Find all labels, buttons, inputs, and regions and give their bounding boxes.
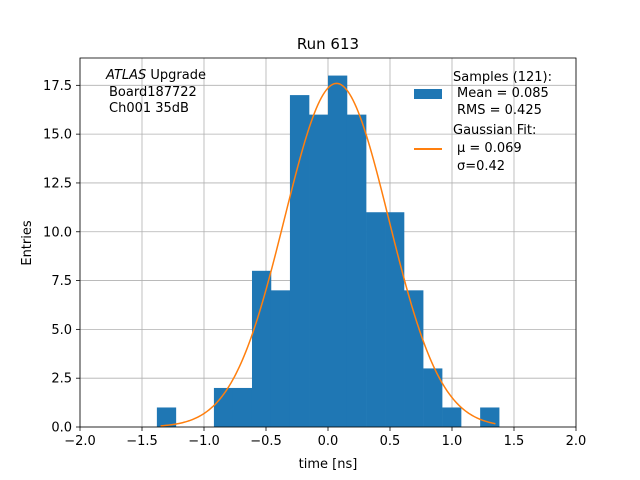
histogram-bar bbox=[251, 270, 272, 427]
legend-fit-mu: μ = 0.069 bbox=[457, 141, 522, 156]
upgrade-label: Upgrade bbox=[146, 68, 206, 83]
x-tick-label: −1.0 bbox=[188, 434, 220, 449]
legend-samples-mean: Mean = 0.085 bbox=[457, 86, 549, 101]
y-tick-label: 10.0 bbox=[43, 225, 72, 240]
histogram-bars bbox=[156, 75, 500, 428]
x-tick-label: 1.5 bbox=[504, 434, 525, 449]
legend-fit-sigma: σ=0.42 bbox=[457, 159, 505, 174]
histogram-bar bbox=[232, 387, 253, 427]
x-tick-label: 0.5 bbox=[380, 434, 401, 449]
svg-text:ATLAS Upgrade: ATLAS Upgrade bbox=[105, 68, 206, 83]
histogram-bar bbox=[385, 212, 405, 427]
channel-label: Ch001 35dB bbox=[109, 101, 189, 116]
y-axis-label: Entries bbox=[20, 220, 35, 266]
histogram-bar bbox=[423, 368, 443, 427]
histogram-bar bbox=[442, 407, 462, 427]
histogram-bar bbox=[480, 407, 500, 427]
histogram-bar bbox=[309, 114, 329, 427]
x-tick-label: −1.5 bbox=[126, 434, 158, 449]
atlas-annotation: ATLAS Upgrade Board187722 Ch001 35dB bbox=[105, 68, 206, 116]
histogram-bar bbox=[404, 290, 424, 427]
histogram-bar bbox=[289, 95, 310, 427]
board-label: Board187722 bbox=[109, 85, 197, 100]
gaussian-fit-curve bbox=[160, 82, 496, 427]
x-tick-label: −2.0 bbox=[64, 434, 96, 449]
histogram-bar bbox=[346, 114, 367, 427]
histogram-bar bbox=[156, 407, 177, 427]
x-tick-label: 0.0 bbox=[318, 434, 339, 449]
atlas-label: ATLAS bbox=[105, 68, 146, 83]
x-axis-label: time [ns] bbox=[299, 457, 358, 472]
chart-title: Run 613 bbox=[297, 35, 359, 53]
y-tick-label: 15.0 bbox=[43, 128, 72, 143]
histogram-bar bbox=[328, 75, 348, 428]
histogram-bar bbox=[270, 290, 291, 427]
y-tick-label: 2.5 bbox=[51, 372, 72, 387]
legend-fit-title: Gaussian Fit: bbox=[453, 123, 536, 138]
y-tick-label: 12.5 bbox=[43, 176, 72, 191]
x-axis-ticks: −2.0 −1.5 −1.0 −0.5 0.0 0.5 1.0 1.5 2.0 bbox=[64, 427, 586, 449]
y-tick-label: 17.5 bbox=[43, 79, 72, 94]
histogram-bar bbox=[366, 212, 386, 427]
y-tick-label: 0.0 bbox=[51, 421, 72, 436]
histogram-bar bbox=[213, 387, 234, 427]
legend-samples-title: Samples (121): bbox=[453, 70, 552, 85]
x-tick-label: 2.0 bbox=[566, 434, 587, 449]
x-tick-label: −0.5 bbox=[250, 434, 282, 449]
legend-samples-rms: RMS = 0.425 bbox=[457, 103, 542, 118]
y-tick-label: 5.0 bbox=[51, 323, 72, 338]
y-axis-ticks: 0.0 2.5 5.0 7.5 10.0 12.5 15.0 17.5 bbox=[43, 79, 80, 436]
legend: Samples (121): Mean = 0.085 RMS = 0.425 … bbox=[414, 70, 552, 174]
x-tick-label: 1.0 bbox=[442, 434, 463, 449]
y-tick-label: 7.5 bbox=[51, 274, 72, 289]
legend-samples-swatch bbox=[414, 89, 442, 99]
